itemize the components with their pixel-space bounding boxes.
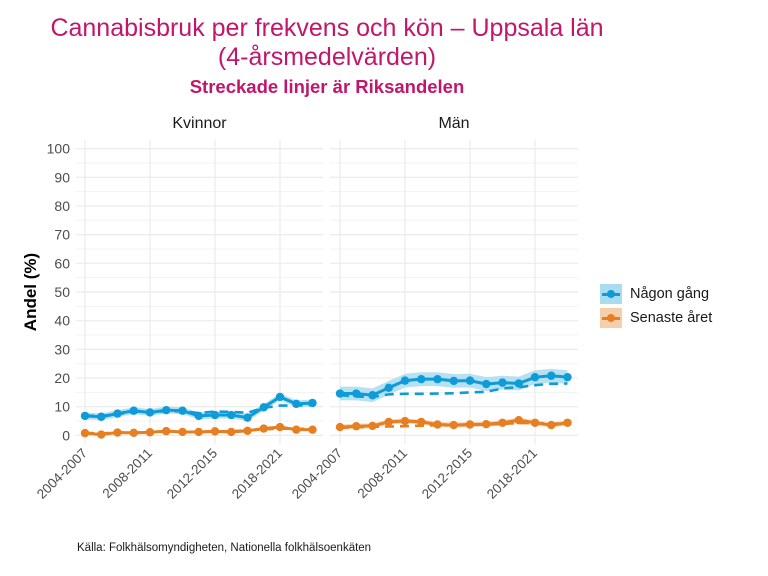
legend-label: Någon gång xyxy=(630,286,710,302)
data-point xyxy=(308,398,317,408)
data-point xyxy=(417,417,426,427)
data-point xyxy=(547,371,556,380)
data-point xyxy=(465,420,475,429)
chart-subtitle: Streckade linjer är Riksandelen xyxy=(189,76,465,97)
data-point xyxy=(433,374,442,384)
data-point xyxy=(162,405,171,415)
data-point xyxy=(563,372,572,382)
legend-label: Senaste året xyxy=(630,310,713,326)
data-point xyxy=(97,430,106,439)
data-point xyxy=(97,412,106,421)
chart-title-line1: Cannabisbruk per frekvens och kön – Upps… xyxy=(50,14,604,42)
data-point xyxy=(227,410,236,420)
data-point xyxy=(80,428,90,438)
data-point xyxy=(259,403,268,412)
y-tick-label: 90 xyxy=(54,169,70,185)
data-point xyxy=(210,410,220,420)
data-point xyxy=(449,376,458,386)
data-point xyxy=(433,420,442,429)
y-tick-label: 80 xyxy=(54,198,70,214)
data-point xyxy=(449,420,458,430)
data-point xyxy=(308,425,317,434)
data-point xyxy=(514,379,523,388)
chart-title-line2: (4-årsmedelvärden) xyxy=(217,43,437,71)
data-point xyxy=(384,383,393,392)
data-point xyxy=(178,406,187,415)
data-point xyxy=(417,374,426,384)
data-point xyxy=(400,376,410,385)
data-point xyxy=(547,420,556,430)
data-point xyxy=(530,372,540,382)
legend-item-nagon-gang: Någon gång xyxy=(600,282,712,306)
data-point xyxy=(275,422,285,432)
x-tick-label: 2004-2007 xyxy=(289,446,345,502)
data-point xyxy=(384,417,393,427)
facet-label: Män xyxy=(438,115,469,132)
data-point xyxy=(194,427,203,437)
legend-key-nagon-gang xyxy=(600,284,622,304)
x-tick-label: 2008-2011 xyxy=(100,446,156,502)
data-point xyxy=(129,428,138,438)
data-point xyxy=(352,422,361,431)
data-point xyxy=(178,427,187,437)
data-point xyxy=(563,418,572,427)
data-point xyxy=(498,378,507,387)
chart-title: Cannabisbruk per frekvens och kön – Upps… xyxy=(0,14,654,72)
y-tick-label: 40 xyxy=(54,313,70,329)
y-tick-label: 0 xyxy=(62,427,70,443)
legend: Någon gång Senaste året xyxy=(600,282,712,330)
legend-item-senaste-aret: Senaste året xyxy=(600,306,712,330)
y-tick-label: 100 xyxy=(47,141,71,157)
data-point xyxy=(514,415,523,425)
x-tick-label: 2018-2021 xyxy=(229,446,285,502)
x-tick-label: 2008-2011 xyxy=(355,446,411,502)
data-point xyxy=(80,411,90,421)
y-tick-label: 50 xyxy=(54,284,70,300)
data-point xyxy=(482,379,491,389)
data-point xyxy=(292,399,301,409)
data-point xyxy=(145,428,155,437)
data-point xyxy=(482,420,491,429)
y-tick-label: 20 xyxy=(54,370,70,386)
data-point xyxy=(335,422,345,432)
y-tick-label: 30 xyxy=(54,341,70,357)
data-point xyxy=(400,416,410,426)
data-point xyxy=(243,426,252,436)
data-point xyxy=(292,425,301,434)
source-caption: Källa: Folkhälsomyndigheten, Nationella … xyxy=(77,542,372,554)
x-tick-label: 2012-2015 xyxy=(419,446,475,502)
x-tick-label: 2012-2015 xyxy=(164,446,220,502)
riket-dashed-line xyxy=(339,382,568,399)
data-point xyxy=(145,408,155,417)
data-point xyxy=(210,427,220,436)
data-point xyxy=(530,418,540,427)
data-point xyxy=(129,406,138,415)
data-point xyxy=(113,409,122,418)
y-tick-label: 70 xyxy=(54,227,70,243)
data-point xyxy=(243,413,252,422)
data-point xyxy=(368,421,377,431)
y-axis-label: Andel (%) xyxy=(21,253,40,331)
data-point xyxy=(335,389,345,398)
data-point xyxy=(113,428,122,437)
data-point xyxy=(465,376,475,385)
y-tick-label: 10 xyxy=(54,399,70,415)
data-point xyxy=(162,426,171,436)
data-point xyxy=(259,424,268,433)
y-tick-label: 60 xyxy=(54,255,70,271)
x-tick-label: 2018-2021 xyxy=(484,446,540,502)
data-point xyxy=(194,411,203,421)
data-point xyxy=(498,418,507,427)
data-point xyxy=(275,392,285,402)
x-tick-label: 2004-2007 xyxy=(34,446,90,502)
data-point xyxy=(227,427,236,437)
legend-key-senaste-aret xyxy=(600,308,622,328)
data-point xyxy=(352,389,361,398)
data-point xyxy=(368,391,377,400)
confidence-band xyxy=(340,368,568,403)
facet-label: Kvinnor xyxy=(172,115,227,132)
